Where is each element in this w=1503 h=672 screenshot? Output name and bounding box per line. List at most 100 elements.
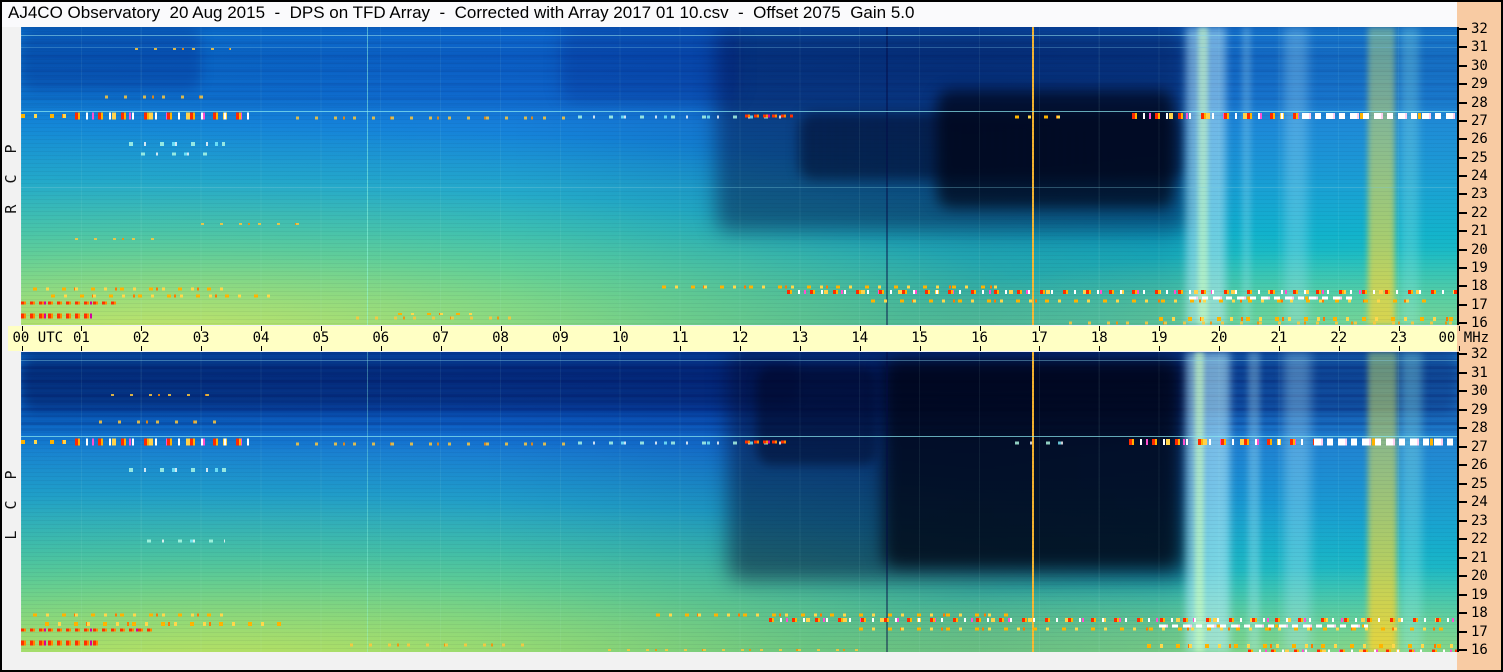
time-tick-top — [1099, 326, 1101, 331]
horizontal-line — [21, 110, 1458, 112]
time-tick-label: 02 — [132, 330, 150, 346]
rfi-speckle-band — [21, 440, 75, 444]
frequency-tick-label: 30 — [1471, 383, 1488, 399]
frequency-tick-label: 17 — [1471, 296, 1488, 313]
time-tick-bottom — [680, 346, 682, 351]
frequency-tick — [1459, 101, 1467, 104]
time-tick-bottom — [620, 346, 622, 351]
rfi-speckle-band — [1188, 296, 1357, 300]
rfi-speckle-band — [1146, 644, 1458, 649]
frequency-tick-label: 22 — [1471, 531, 1488, 547]
rfi-speckle-band — [140, 152, 213, 156]
rfi-speckle-band — [32, 287, 225, 291]
frequency-tick — [1459, 408, 1467, 411]
vertical-line — [886, 352, 889, 652]
frequency-tick — [1459, 156, 1467, 159]
time-tick-label: 04 — [252, 330, 270, 346]
time-tick-top — [1039, 326, 1041, 331]
rfi-speckle-band — [1302, 113, 1458, 120]
horizontal-line — [21, 35, 1458, 37]
time-tick-top — [1458, 326, 1460, 331]
title-bar: AJ4CO Observatory 20 Aug 2015 - DPS on T… — [0, 0, 1457, 27]
rfi-speckle-band — [859, 627, 1447, 631]
frequency-tick-label: 31 — [1471, 364, 1488, 381]
frequency-tick-label: 32 — [1471, 346, 1488, 362]
rfi-speckle-band — [1014, 441, 1069, 445]
time-tick-label: 06 — [372, 330, 390, 346]
rfi-speckle-band — [1131, 113, 1303, 120]
frequency-tick — [1459, 556, 1467, 559]
frequency-tick-label: 16 — [1471, 642, 1488, 658]
frequency-tick — [1459, 64, 1467, 67]
time-tick-top — [799, 326, 801, 331]
time-tick-label: 14 — [851, 330, 869, 346]
time-tick-top — [680, 326, 682, 331]
rfi-speckle-band — [134, 48, 231, 51]
vertical-band — [1401, 27, 1420, 325]
frequency-tick-label: 32 — [1471, 21, 1488, 37]
time-tick-top — [1278, 326, 1280, 331]
time-tick-top — [979, 326, 981, 331]
vertical-line — [367, 27, 369, 325]
rfi-speckle-band — [1314, 438, 1458, 446]
frequency-tick-label: 21 — [1471, 549, 1488, 566]
time-tick-label: 19 — [1150, 330, 1168, 346]
time-tick-label: 17 — [1030, 330, 1048, 346]
frequency-tick — [1459, 501, 1467, 503]
time-tick-bottom — [201, 346, 203, 351]
rfi-speckle-band — [146, 539, 225, 543]
rfi-speckle-band — [74, 238, 159, 241]
frequency-tick-label: 18 — [1471, 605, 1488, 621]
frequency-tick-label: 18 — [1471, 278, 1488, 295]
frequency-tick-label: 25 — [1471, 475, 1488, 492]
time-tick-bottom — [500, 346, 502, 351]
horizontal-line — [21, 359, 1458, 361]
rfi-speckle-band — [21, 114, 75, 119]
time-tick-bottom — [799, 346, 801, 351]
frequency-axis-line — [1457, 27, 1459, 325]
time-tick-bottom — [919, 346, 921, 351]
time-tick-label: 05 — [312, 330, 330, 346]
frequency-tick — [1459, 28, 1467, 30]
vertical-band — [1284, 27, 1309, 325]
rfi-speckle-band — [655, 613, 1009, 616]
intensity-patch — [937, 90, 1174, 208]
frequency-tick — [1459, 445, 1467, 448]
rfi-speckle-band — [577, 115, 794, 119]
frequency-tick — [1459, 371, 1467, 374]
horizontal-line — [21, 187, 1458, 189]
frequency-tick — [1459, 193, 1467, 196]
time-tick-bottom — [1219, 346, 1220, 351]
frequency-tick-label: 22 — [1471, 204, 1488, 221]
frequency-tick — [1459, 322, 1467, 324]
time-tick-bottom — [1458, 346, 1460, 351]
vertical-band — [1248, 352, 1261, 652]
time-tick-top — [141, 326, 143, 331]
vertical-line — [367, 352, 369, 652]
time-tick-label: 00 MHz — [1438, 330, 1490, 346]
rfi-speckle-band — [356, 316, 512, 320]
rcp-grid-texture — [21, 27, 1458, 325]
time-tick-top — [1219, 326, 1220, 331]
rfi-speckle-band — [871, 299, 1435, 303]
spectrogram-panel-rcp — [21, 27, 1458, 325]
time-tick-bottom — [261, 346, 262, 351]
vertical-band — [1284, 352, 1312, 652]
frequency-tick — [1459, 538, 1467, 540]
polarization-label-rcp: R C P — [2, 138, 20, 214]
frequency-tick — [1459, 248, 1467, 251]
horizontal-line — [21, 46, 1458, 48]
frequency-tick-label: 20 — [1471, 568, 1488, 584]
time-tick-top — [440, 326, 442, 331]
time-tick-label: 09 — [551, 330, 569, 346]
frequency-tick — [1459, 175, 1467, 177]
frequency-tick — [1459, 46, 1467, 49]
time-tick-top — [560, 326, 562, 331]
rfi-speckle-band — [44, 621, 291, 626]
frequency-tick — [1459, 649, 1467, 651]
time-tick-top — [320, 326, 322, 331]
time-tick-bottom — [1338, 346, 1340, 351]
frequency-axis-line — [1457, 352, 1459, 652]
frequency-tick-label: 16 — [1471, 315, 1488, 331]
